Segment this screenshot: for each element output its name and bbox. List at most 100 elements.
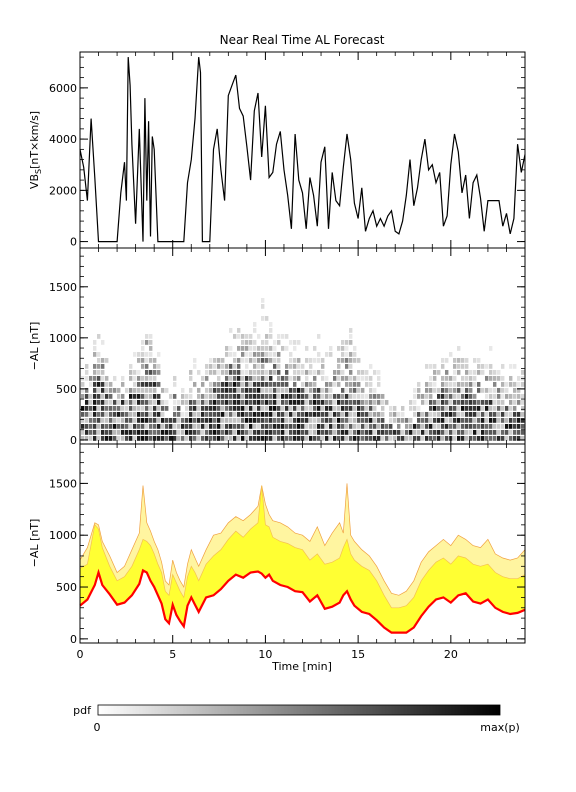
heatmap-cell: [373, 370, 377, 375]
heatmap-cell: [225, 412, 229, 417]
heatmap-cell: [257, 364, 261, 369]
heatmap-cell: [481, 430, 485, 435]
heatmap-cell: [301, 382, 305, 387]
heatmap-cell: [489, 364, 493, 369]
heatmap-cell: [189, 388, 193, 393]
heatmap-cell: [465, 418, 469, 423]
heatmap-cell: [497, 406, 501, 411]
heatmap-cell: [141, 406, 145, 411]
heatmap-cell: [245, 400, 249, 405]
heatmap-cell: [361, 436, 365, 441]
heatmap-cell: [301, 424, 305, 429]
heatmap-cell: [289, 340, 293, 345]
heatmap-cell: [477, 406, 481, 411]
heatmap-cell: [493, 388, 497, 393]
heatmap-cell: [225, 382, 229, 387]
heatmap-cell: [309, 364, 313, 369]
heatmap-cell: [125, 400, 129, 405]
heatmap-cell: [337, 346, 341, 351]
heatmap-cell: [481, 412, 485, 417]
heatmap-cell: [129, 376, 133, 381]
heatmap-cell: [229, 346, 233, 351]
heatmap-cell: [265, 418, 269, 423]
heatmap-cell: [261, 298, 265, 303]
heatmap-cell: [509, 400, 513, 405]
heatmap-cell: [293, 364, 297, 369]
heatmap-cell: [273, 418, 277, 423]
x-tick-label: 15: [351, 648, 365, 661]
heatmap-cell: [117, 412, 121, 417]
heatmap-cell: [441, 394, 445, 399]
heatmap-cell: [133, 406, 137, 411]
heatmap-cell: [457, 406, 461, 411]
heatmap-cell: [145, 394, 149, 399]
heatmap-cell: [237, 346, 241, 351]
x-tick-label: 5: [169, 648, 176, 661]
heatmap-cell: [201, 394, 205, 399]
heatmap-cell: [365, 394, 369, 399]
heatmap-cell: [105, 376, 109, 381]
heatmap-cell: [457, 436, 461, 441]
heatmap-cell: [241, 412, 245, 417]
heatmap-cell: [249, 352, 253, 357]
heatmap-cell: [241, 388, 245, 393]
y-tick-label: 6000: [49, 82, 77, 95]
y-tick-label: 0: [70, 434, 77, 447]
heatmap-cell: [493, 370, 497, 375]
heatmap-cell: [253, 406, 257, 411]
heatmap-cell: [285, 406, 289, 411]
heatmap-cell: [193, 358, 197, 363]
heatmap-cell: [153, 406, 157, 411]
heatmap-cell: [205, 376, 209, 381]
heatmap-cell: [97, 334, 101, 339]
heatmap-cell: [341, 436, 345, 441]
heatmap-cell: [285, 394, 289, 399]
heatmap-cell: [145, 370, 149, 375]
heatmap-cell: [221, 370, 225, 375]
heatmap-cell: [157, 418, 161, 423]
heatmap-cell: [293, 394, 297, 399]
heatmap-cell: [237, 388, 241, 393]
heatmap-cell: [221, 388, 225, 393]
heatmap-cell: [269, 436, 273, 441]
heatmap-cell: [249, 346, 253, 351]
heatmap-cell: [145, 388, 149, 393]
heatmap-cell: [505, 418, 509, 423]
heatmap-cell: [261, 382, 265, 387]
heatmap-cell: [317, 436, 321, 441]
heatmap-cell: [505, 394, 509, 399]
heatmap-cell: [137, 424, 141, 429]
heatmap-cell: [469, 388, 473, 393]
heatmap-cell: [137, 388, 141, 393]
heatmap-cell: [389, 436, 393, 441]
heatmap-cell: [161, 400, 165, 405]
heatmap-cell: [441, 430, 445, 435]
heatmap-cell: [477, 388, 481, 393]
heatmap-cell: [305, 388, 309, 393]
panel-probability: 0 500 1000 1500 −AL [nT]: [28, 247, 526, 447]
heatmap-cell: [441, 358, 445, 363]
heatmap-cell: [421, 424, 425, 429]
heatmap-cell: [93, 370, 97, 375]
heatmap-cell: [149, 370, 153, 375]
heatmap-cell: [233, 388, 237, 393]
heatmap-cell: [261, 388, 265, 393]
heatmap-cell: [253, 370, 257, 375]
heatmap-cell: [137, 352, 141, 357]
heatmap-cell: [289, 394, 293, 399]
heatmap-cell: [145, 382, 149, 387]
heatmap-cell: [97, 400, 101, 405]
panel-forecast-xticks: 0 5 10 15 20: [77, 444, 526, 661]
heatmap-cell: [185, 424, 189, 429]
heatmap-cell: [241, 340, 245, 345]
heatmap-cell: [349, 340, 353, 345]
heatmap-cell: [101, 358, 105, 363]
heatmap-cell: [481, 406, 485, 411]
heatmap-cell: [169, 394, 173, 399]
heatmap-cell: [93, 388, 97, 393]
heatmap-cell: [457, 394, 461, 399]
y-tick-label: 4000: [49, 133, 77, 146]
heatmap-cell: [521, 394, 525, 399]
heatmap-cell: [349, 424, 353, 429]
heatmap-cell: [109, 412, 113, 417]
